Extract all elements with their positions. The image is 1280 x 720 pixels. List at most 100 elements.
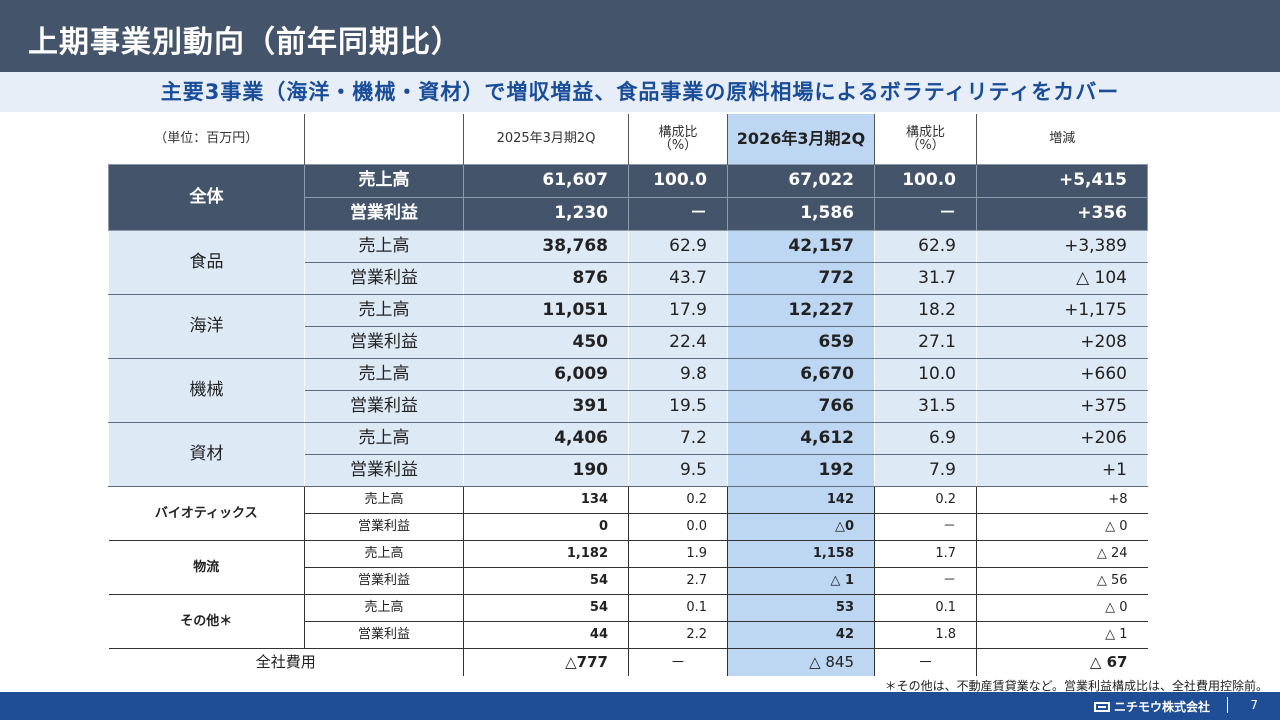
prev-value: 1,230 [463, 196, 629, 231]
current-value: 1,158 [727, 540, 875, 568]
change-value: +660 [976, 357, 1148, 391]
subtitle-bar: 主要3事業（海洋・機械・資材）で増収増益、食品事業の原料相場によるボラティリティ… [0, 72, 1280, 112]
prev-ratio: 19.5 [628, 389, 728, 423]
header-ratio-current: 構成比 （%） [874, 114, 977, 164]
small-segment-name: その他＊ [108, 594, 305, 649]
prev-ratio: － [628, 196, 728, 231]
table-row: 営業利益 876 43.7 772 31.7 △ 104 [109, 261, 1148, 295]
current-ratio: － [874, 648, 977, 676]
change-value: +8 [976, 486, 1148, 514]
change-value: △ 104 [976, 261, 1148, 295]
header-prev-period: 2025年3月期2Q [463, 114, 629, 164]
prev-value: 0 [463, 513, 629, 541]
prev-value: 1,182 [463, 540, 629, 568]
current-ratio: 1.8 [874, 621, 977, 649]
small-segment-name: バイオティックス [108, 486, 305, 541]
prev-ratio: 7.2 [628, 421, 728, 455]
row-label: 営業利益 [304, 567, 464, 595]
prev-value: 391 [463, 389, 629, 423]
segment-name: 機械 [108, 357, 305, 423]
change-value: △ 24 [976, 540, 1148, 568]
table-header: （単位：百万円） 2025年3月期2Q 構成比 （%） 2026年3月期2Q 構… [108, 114, 1148, 164]
row-label: 売上高 [304, 293, 464, 327]
row-label: 営業利益 [304, 325, 464, 359]
header-blank [304, 114, 464, 164]
header-current-period: 2026年3月期2Q [727, 114, 875, 164]
prev-value: 38,768 [463, 229, 629, 263]
prev-value: 11,051 [463, 293, 629, 327]
table-row: 営業利益 450 22.4 659 27.1 +208 [109, 325, 1148, 359]
current-value: 67,022 [727, 163, 875, 198]
table-row: 全体 売上高 61,607 100.0 67,022 100.0 +5,415 [108, 163, 1148, 231]
prev-value: 4,406 [463, 421, 629, 455]
current-value: 1,586 [727, 196, 875, 231]
row-label: 営業利益 [304, 261, 464, 295]
prev-ratio: 2.2 [628, 621, 728, 649]
prev-value: 6,009 [463, 357, 629, 391]
prev-value: 876 [463, 261, 629, 295]
change-value: +208 [976, 325, 1148, 359]
prev-ratio: 9.5 [628, 453, 728, 487]
company-cost-row: 全社費用 △777 － △ 845 － △ 67 [108, 648, 1148, 676]
prev-ratio: 17.9 [628, 293, 728, 327]
company-cost-label: 全社費用 [108, 648, 464, 676]
table-row: 食品 売上高 38,768 62.9 42,157 62.9 +3,389 [108, 229, 1148, 295]
change-value: +356 [976, 196, 1148, 231]
prev-value: 61,607 [463, 163, 629, 198]
footer: ニチモウ株式会社 7 [0, 692, 1280, 720]
current-ratio: 18.2 [874, 293, 977, 327]
change-value: +375 [976, 389, 1148, 423]
table-row: その他＊ 売上高 54 0.1 53 0.1 △ 0 [108, 594, 1148, 649]
prev-ratio: 1.9 [628, 540, 728, 568]
change-value: △ 1 [976, 621, 1148, 649]
row-label: 売上高 [304, 229, 464, 263]
small-segment-name: 物流 [108, 540, 305, 595]
current-ratio: － [874, 567, 977, 595]
footer-divider [1227, 697, 1228, 713]
current-ratio: 0.2 [874, 486, 977, 514]
page-number: 7 [1250, 698, 1258, 712]
table-row: 物流 売上高 1,182 1.9 1,158 1.7 △ 24 [108, 540, 1148, 595]
current-ratio: 31.5 [874, 389, 977, 423]
change-value: △ 67 [976, 648, 1148, 676]
current-value: 42 [727, 621, 875, 649]
current-value: △ 1 [727, 567, 875, 595]
prev-value: 54 [463, 567, 629, 595]
change-value: +1,175 [976, 293, 1148, 327]
total-name: 全体 [108, 163, 305, 231]
change-value: +3,389 [976, 229, 1148, 263]
change-value: △ 0 [976, 513, 1148, 541]
row-label: 営業利益 [304, 453, 464, 487]
row-label: 売上高 [304, 421, 464, 455]
prev-ratio: － [628, 648, 728, 676]
logo-icon [1093, 701, 1110, 712]
current-value: △0 [727, 513, 875, 541]
unit-label: （単位：百万円） [108, 114, 305, 164]
prev-ratio: 22.4 [628, 325, 728, 359]
current-value: 53 [727, 594, 875, 622]
current-ratio: － [874, 513, 977, 541]
prev-value: 134 [463, 486, 629, 514]
footnote: ＊その他は、不動産賃貸業など。営業利益構成比は、全社費用控除前。 [884, 679, 1268, 693]
row-label: 売上高 [304, 540, 464, 568]
row-label: 営業利益 [304, 196, 464, 231]
prev-ratio: 9.8 [628, 357, 728, 391]
change-value: +206 [976, 421, 1148, 455]
current-ratio: 0.1 [874, 594, 977, 622]
table-row: バイオティックス 売上高 134 0.2 142 0.2 +8 [108, 486, 1148, 541]
row-label: 営業利益 [304, 389, 464, 423]
table-row: 営業利益 190 9.5 192 7.9 +1 [109, 453, 1148, 487]
current-value: 772 [727, 261, 875, 295]
table-row: 機械 売上高 6,009 9.8 6,670 10.0 +660 [108, 357, 1148, 423]
prev-value: 190 [463, 453, 629, 487]
current-value: 12,227 [727, 293, 875, 327]
current-ratio: 31.7 [874, 261, 977, 295]
current-value: △ 845 [727, 648, 875, 676]
table-row: 海洋 売上高 11,051 17.9 12,227 18.2 +1,175 [108, 293, 1148, 359]
current-value: 6,670 [727, 357, 875, 391]
current-ratio: 27.1 [874, 325, 977, 359]
change-value: △ 0 [976, 594, 1148, 622]
current-value: 4,612 [727, 421, 875, 455]
company-name: ニチモウ株式会社 [1113, 700, 1210, 714]
prev-value: 54 [463, 594, 629, 622]
